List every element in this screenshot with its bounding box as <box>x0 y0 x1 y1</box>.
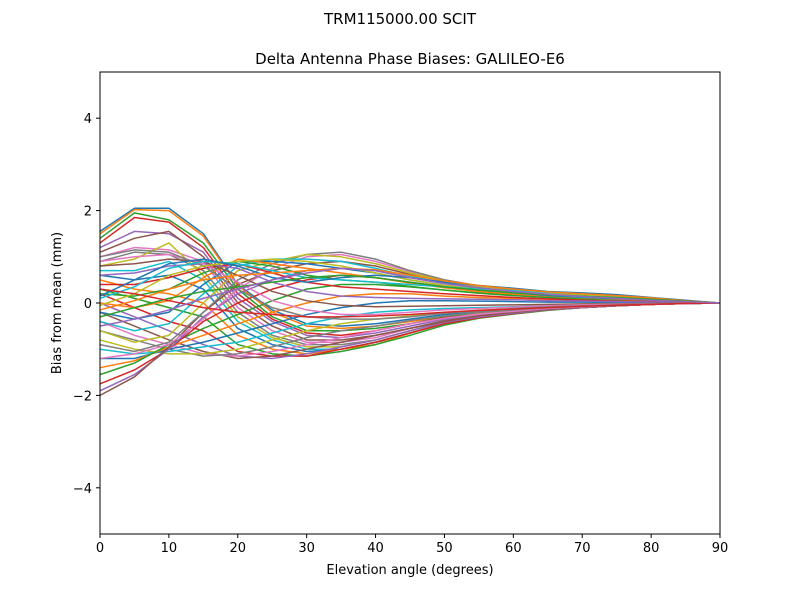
y-axis-label: Bias from mean (mm) <box>50 232 65 374</box>
x-axis: 0 10 20 30 40 50 60 70 80 90 <box>96 534 728 556</box>
x-tick-label: 40 <box>367 541 384 556</box>
y-tick-label: −4 <box>73 482 92 497</box>
x-tick-label: 10 <box>161 541 178 556</box>
chart-title: Delta Antenna Phase Biases: GALILEO-E6 <box>255 50 565 68</box>
series-line-45 <box>99 267 721 327</box>
x-tick-label: 90 <box>712 541 729 556</box>
series-line-44 <box>99 288 721 318</box>
y-tick-label: 4 <box>84 112 92 127</box>
chart-suptitle: TRM115000.00 SCIT <box>323 10 477 28</box>
x-tick-label: 50 <box>436 541 453 556</box>
x-tick-label: 70 <box>574 541 591 556</box>
x-tick-label: 60 <box>505 541 522 556</box>
y-tick-label: 2 <box>84 205 92 220</box>
series-line-21 <box>100 299 720 360</box>
x-tick-label: 0 <box>96 541 104 556</box>
series-line-43 <box>99 274 721 318</box>
x-tick-label: 80 <box>643 541 660 556</box>
series-line-42 <box>99 267 721 311</box>
x-axis-label: Elevation angle (degrees) <box>326 563 493 578</box>
x-tick-label: 20 <box>230 541 247 556</box>
y-tick-label: −2 <box>73 389 92 404</box>
series-layer <box>99 207 721 397</box>
x-tick-label: 30 <box>298 541 315 556</box>
y-axis: −4 −2 0 2 4 <box>73 112 100 497</box>
y-tick-label: 0 <box>84 297 92 312</box>
